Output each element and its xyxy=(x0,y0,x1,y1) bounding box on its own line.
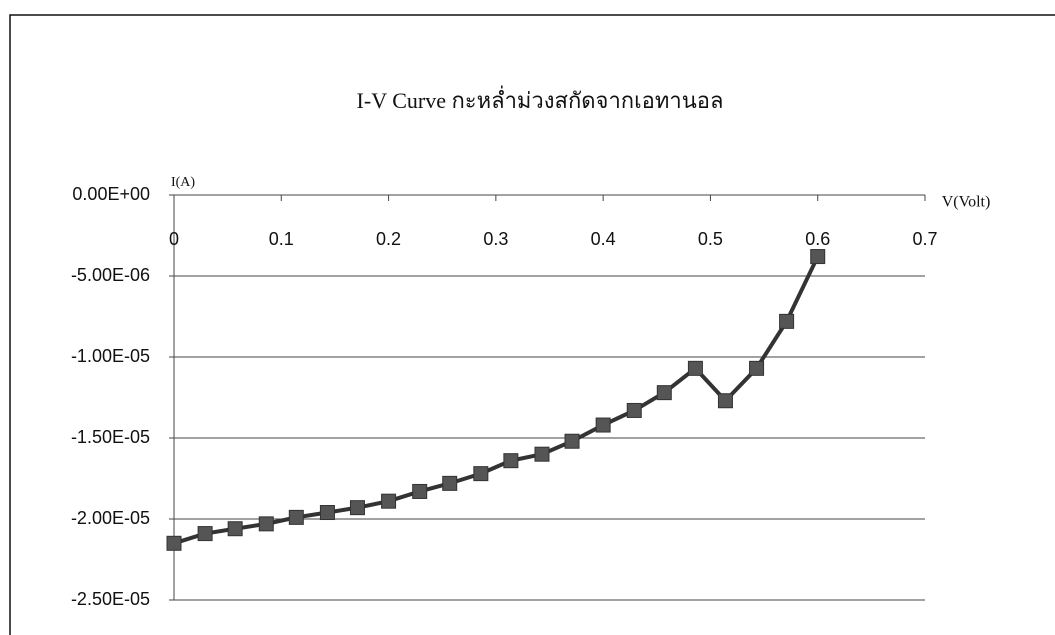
x-tick-label: 0 xyxy=(169,229,179,249)
data-point xyxy=(564,433,580,449)
data-point xyxy=(197,526,213,542)
chart-title: I-V Curve กะหล่ำม่วงสกัดจากเอทานอล xyxy=(357,85,724,113)
data-point xyxy=(258,516,274,532)
y-tick-label: -1.00E-05 xyxy=(71,346,150,366)
data-point xyxy=(779,313,795,329)
x-tick-label: 0.6 xyxy=(805,229,830,249)
chart-frame xyxy=(9,14,1055,635)
data-point xyxy=(288,509,304,525)
x-tick-label: 0.2 xyxy=(376,229,401,249)
data-point xyxy=(319,505,335,521)
data-point xyxy=(749,360,765,376)
x-tick-label: 0.3 xyxy=(483,229,508,249)
y-axis-label: I(A) xyxy=(171,175,195,190)
y-tick-label: -2.00E-05 xyxy=(71,508,150,528)
x-tick-label: 0.7 xyxy=(912,229,937,249)
x-tick-label: 0.4 xyxy=(591,229,616,249)
data-point xyxy=(442,475,458,491)
y-tick-label: 0.00E+00 xyxy=(72,184,150,204)
data-point xyxy=(473,466,489,482)
data-point xyxy=(810,249,826,265)
data-point xyxy=(656,385,672,401)
series-line xyxy=(173,255,820,546)
data-point xyxy=(227,521,243,537)
y-tick-label: -2.50E-05 xyxy=(71,589,150,609)
data-point xyxy=(717,393,733,409)
data-point xyxy=(687,360,703,376)
data-point xyxy=(626,402,642,418)
data-point xyxy=(381,493,397,509)
data-point xyxy=(595,417,611,433)
data-point xyxy=(412,483,428,499)
x-tick-label: 0.5 xyxy=(698,229,723,249)
data-point xyxy=(503,453,519,469)
data-point xyxy=(349,500,365,516)
x-axis-label: V(Volt) xyxy=(942,194,991,211)
x-tick-label: 0.1 xyxy=(269,229,294,249)
y-tick-label: -5.00E-06 xyxy=(71,265,150,285)
y-tick-label: -1.50E-05 xyxy=(71,427,150,447)
data-point xyxy=(166,535,182,551)
data-point xyxy=(534,446,550,462)
